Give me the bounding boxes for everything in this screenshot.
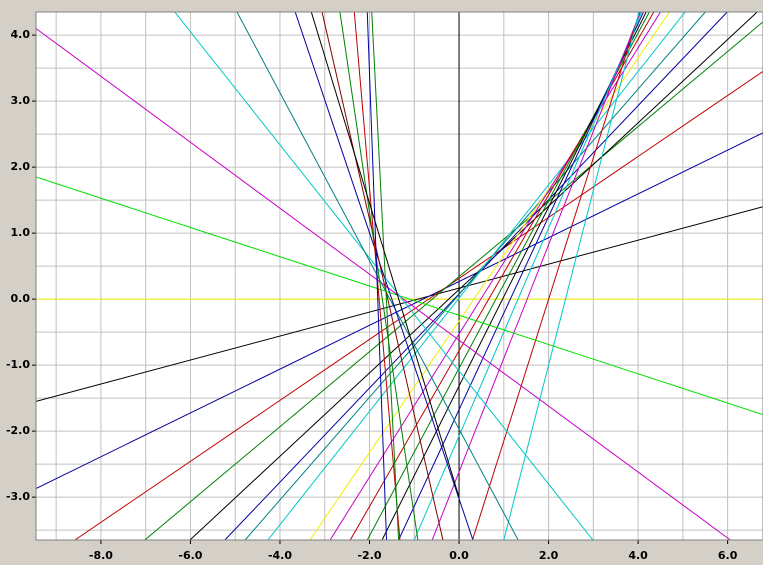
x-tick-label: -6.0 <box>178 549 202 562</box>
x-tick-label: -8.0 <box>89 549 113 562</box>
line-series <box>244 12 706 540</box>
line-series <box>310 12 460 498</box>
x-tick-label: 4.0 <box>628 549 648 562</box>
y-tick-label: 3.0 <box>11 94 31 107</box>
y-tick-label: 1.0 <box>11 226 31 239</box>
line-series <box>339 12 419 540</box>
line-series <box>371 12 400 540</box>
plot-area <box>36 12 763 540</box>
y-tick-label: -2.0 <box>6 424 30 437</box>
plot-border <box>35 11 763 541</box>
line-series <box>36 206 763 402</box>
line-series <box>321 12 444 540</box>
line-series <box>398 12 644 540</box>
y-tick-label: 4.0 <box>11 28 31 41</box>
line-series <box>74 70 763 540</box>
x-tick-label: 0.0 <box>449 549 469 562</box>
x-tick-label: -4.0 <box>268 549 292 562</box>
line-series <box>366 12 388 540</box>
x-tick-label: 2.0 <box>539 549 559 562</box>
y-tick-label: -3.0 <box>6 490 30 503</box>
line-series <box>431 12 641 540</box>
line-series <box>471 12 640 540</box>
line-series <box>189 12 758 540</box>
y-tick-label: -1.0 <box>6 358 30 371</box>
lines <box>36 12 763 540</box>
line-series <box>267 12 686 540</box>
y-tick-label: 2.0 <box>11 160 31 173</box>
grid <box>36 12 763 540</box>
y-tick-label: 0.0 <box>11 292 31 305</box>
x-tick-label: 6.0 <box>718 549 738 562</box>
labels: -8.0 -6.0 -4.0 -2.0 0.0 2.0 4.0 6.0 -3.0 -2.0 -1.0… <box>6 28 738 562</box>
line-series <box>36 28 731 540</box>
line-series <box>503 12 640 540</box>
line-series <box>413 12 643 540</box>
line-series <box>144 21 763 540</box>
x-tick-label: -2.0 <box>357 549 381 562</box>
line-series <box>309 12 670 540</box>
line-series <box>294 12 474 540</box>
line-series <box>36 132 763 489</box>
